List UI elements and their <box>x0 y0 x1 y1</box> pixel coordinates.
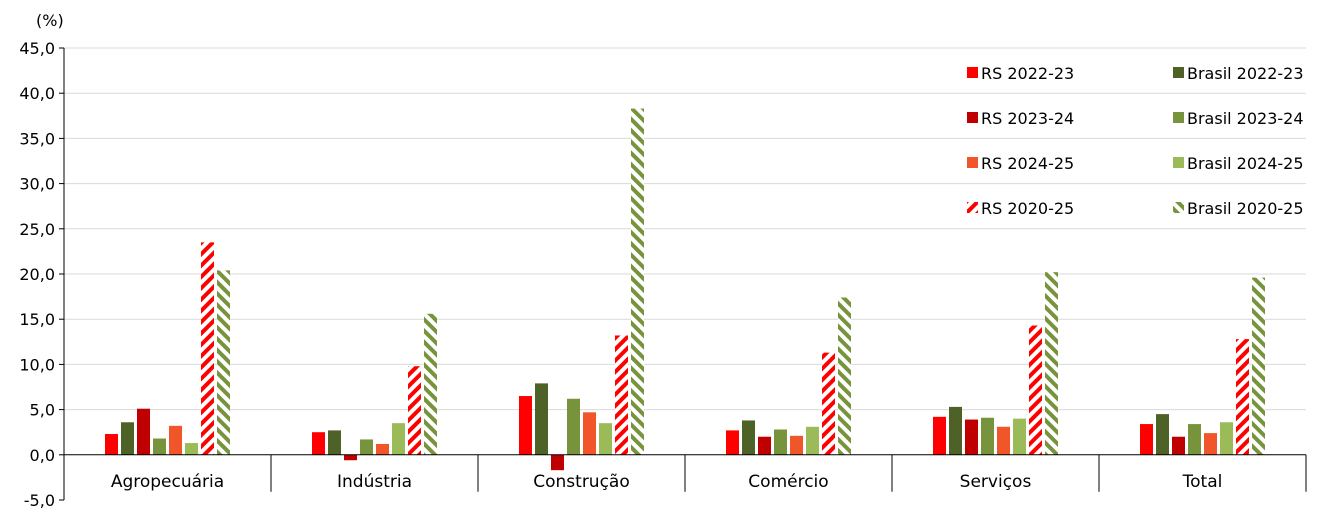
bar <box>392 423 405 455</box>
bar <box>599 423 612 455</box>
bar <box>1236 339 1249 455</box>
bar <box>121 422 134 455</box>
bar <box>615 335 628 455</box>
bar <box>344 454 357 461</box>
legend-swatch <box>1173 67 1184 78</box>
bar <box>1140 424 1153 455</box>
y-tick-label: 40,0 <box>19 84 55 103</box>
bar <box>1172 436 1185 455</box>
x-category-label: Total <box>1182 472 1223 492</box>
y-tick-label: 30,0 <box>19 175 55 194</box>
bar <box>360 439 373 455</box>
bar <box>1156 414 1169 455</box>
y-tick-label: 0,0 <box>30 446 55 465</box>
x-category-label: Serviços <box>960 472 1032 492</box>
legend-label: Brasil 2023-24 <box>1187 109 1304 128</box>
axes <box>59 47 1307 501</box>
legend-label: RS 2023-24 <box>981 109 1074 128</box>
bar <box>583 412 596 455</box>
y-tick-label: 35,0 <box>19 129 55 148</box>
gridlines <box>64 47 1306 411</box>
legend-label: RS 2024-25 <box>981 154 1074 173</box>
bar <box>790 435 803 455</box>
bar <box>137 408 150 455</box>
y-tick-label: 15,0 <box>19 310 55 329</box>
bar <box>519 396 532 455</box>
bar <box>806 426 819 455</box>
legend-swatch <box>967 202 978 213</box>
legend: RS 2022-23 Brasil 2022-23 RS 2023-24 Brasil… <box>967 64 1304 218</box>
bar <box>1045 272 1058 455</box>
y-tick-label: 25,0 <box>19 220 55 239</box>
legend-label: Brasil 2022-23 <box>1187 64 1304 83</box>
legend-swatch <box>967 157 978 168</box>
legend-swatch <box>967 112 978 123</box>
y-tick-label: 5,0 <box>30 401 55 420</box>
bar <box>758 436 771 455</box>
bar <box>169 425 182 455</box>
bars <box>105 108 1265 471</box>
bar <box>933 416 946 455</box>
bar <box>201 242 214 455</box>
legend-swatch <box>1173 202 1184 213</box>
bar <box>981 417 994 455</box>
bar <box>1220 422 1233 455</box>
bar <box>185 443 198 455</box>
bar <box>838 297 851 455</box>
bar <box>312 432 325 455</box>
legend-swatch <box>967 67 978 78</box>
bar <box>822 352 835 455</box>
bar <box>408 366 421 455</box>
bar <box>1013 418 1026 455</box>
x-category-label: Agropecuária <box>111 472 224 492</box>
x-category-label: Indústria <box>337 472 412 492</box>
bar <box>567 398 580 455</box>
bar <box>965 419 978 455</box>
legend-label: Brasil 2024-25 <box>1187 154 1304 173</box>
y-tick-label: 45,0 <box>19 39 55 58</box>
bar <box>376 443 389 455</box>
bar <box>153 438 166 455</box>
bar <box>535 383 548 455</box>
bar <box>742 420 755 455</box>
legend-swatch <box>1173 157 1184 168</box>
bar <box>1252 277 1265 455</box>
axis-labels: -5,0 0,0 5,0 10,0 15,0 20,0 25,0 30,0 35,0 40,0 45… <box>19 39 1222 508</box>
bar <box>424 313 437 455</box>
bar <box>1029 325 1042 455</box>
bar <box>949 406 962 455</box>
bar <box>1188 424 1201 455</box>
bar <box>1204 433 1217 455</box>
legend-label: RS 2020-25 <box>981 199 1074 218</box>
y-unit-label: (%) <box>36 11 64 30</box>
legend-label: RS 2022-23 <box>981 64 1074 83</box>
bar <box>631 108 644 455</box>
bar <box>997 426 1010 455</box>
y-tick-label: -5,0 <box>24 491 55 508</box>
bar <box>328 430 341 455</box>
bar <box>774 429 787 455</box>
y-tick-label: 10,0 <box>19 355 55 374</box>
x-category-label: Construção <box>533 472 630 492</box>
bar <box>105 434 118 455</box>
bar <box>217 270 230 455</box>
x-category-label: Comércio <box>748 472 828 492</box>
bar <box>726 430 739 455</box>
bar <box>551 454 564 471</box>
y-tick-label: 20,0 <box>19 265 55 284</box>
legend-label: Brasil 2020-25 <box>1187 199 1304 218</box>
legend-swatch <box>1173 112 1184 123</box>
